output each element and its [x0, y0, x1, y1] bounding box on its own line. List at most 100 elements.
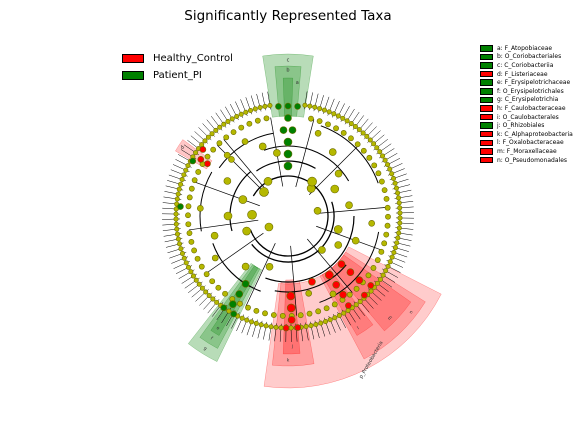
taxon-node [238, 195, 248, 204]
taxon-node [223, 134, 230, 141]
branch-arc [265, 215, 355, 283]
taxon-node [340, 130, 347, 136]
taxon-node [331, 301, 338, 308]
leaf-node [397, 220, 403, 226]
taxon-node [383, 231, 390, 238]
taxa-key-swatch [480, 105, 493, 112]
taxa-key-item: c: C_Coriobacteriia [480, 61, 573, 70]
leaf-node [385, 263, 391, 269]
leaf-node [181, 172, 187, 178]
clade-shade-pseudomonadales [319, 251, 426, 360]
taxon-node [254, 117, 261, 124]
taxon-node [185, 212, 191, 219]
taxon-node [329, 290, 337, 298]
legend-item-patient-pi: Patient_PI [122, 67, 233, 84]
taxon-node [263, 115, 270, 122]
leaf-node [321, 107, 327, 113]
taxa-key-item: j: O_Rhizobiales [480, 121, 573, 130]
enriched-node-patient-pi [177, 203, 184, 210]
taxon-node [223, 151, 231, 159]
leaf-node [357, 299, 363, 305]
clade-shade-erysipelotrichia [187, 262, 263, 362]
leaf-node [173, 211, 179, 217]
branch-arc [274, 264, 347, 293]
taxa-key-item: a: F_Atopobiaceae [480, 44, 573, 53]
leaf-node [199, 285, 205, 291]
enriched-node-patient-pi [284, 102, 292, 110]
wedge-label-l: l [356, 325, 360, 331]
wedge-label-g: g [202, 346, 207, 352]
enriched-node-patient-pi [189, 157, 197, 165]
legend-label-healthy-control: Healthy_Control [153, 53, 233, 64]
taxon-node [333, 125, 339, 132]
branch-layer [188, 117, 388, 316]
enriched-node-healthy-control [197, 156, 205, 163]
leaf-node [183, 260, 189, 266]
leaf-node [396, 195, 402, 201]
enriched-node-healthy-control [332, 281, 340, 289]
leaf-node [393, 185, 399, 191]
leaf-node [262, 103, 268, 109]
taxon-node [241, 138, 249, 145]
taxa-key-label: c: C_Coriobacteriia [497, 61, 554, 69]
legend-label-patient-pi: Patient_PI [153, 70, 202, 81]
taxon-node [198, 263, 205, 270]
taxa-key-item: k: C_Alphaproteobacteria [480, 130, 573, 139]
leaf-node [257, 105, 263, 111]
branch-line [290, 245, 298, 316]
taxon-node [223, 177, 232, 185]
leaf-node [178, 181, 184, 187]
leaf-node [225, 118, 231, 124]
leaf-node [268, 324, 274, 330]
leaf-node [397, 205, 403, 211]
taxon-node [353, 285, 360, 292]
taxa-key-label: i: O_Caulobacterales [497, 113, 559, 121]
leaf-node [391, 175, 397, 181]
wedge-label-e: e [215, 326, 220, 332]
leaf-node [356, 127, 362, 133]
legend-item-healthy-control: Healthy_Control [122, 50, 233, 67]
taxa-key-swatch [480, 148, 493, 155]
taxon-node [188, 185, 195, 192]
taxon-node [265, 262, 274, 271]
branch-arc [256, 160, 316, 172]
leaf-node [239, 315, 245, 321]
enriched-node-patient-pi [294, 103, 301, 110]
taxon-node [228, 156, 235, 163]
taxon-node [242, 226, 251, 236]
taxon-node [230, 129, 237, 136]
leaf-node [394, 240, 400, 246]
taxa-key-item: l: F_Oxalobacteraceae [480, 139, 573, 148]
leaf-node [185, 264, 191, 270]
taxon-node [371, 162, 378, 169]
leaf-node [273, 324, 279, 330]
taxon-node [223, 211, 233, 221]
taxa-key-label: h: F_Caulobacteraceae [497, 104, 566, 112]
branch-line [188, 219, 259, 231]
taxon-node [241, 262, 250, 271]
leaf-node [387, 166, 393, 172]
leaf-node [374, 280, 380, 286]
taxon-node [308, 115, 314, 122]
leaf-node [206, 293, 212, 299]
enriched-node-healthy-control [286, 303, 296, 313]
leaf-node [178, 246, 184, 252]
leaf-node [214, 299, 220, 305]
taxa-key-item: f: O_Erysipelotrichales [480, 87, 573, 96]
taxon-node [191, 177, 198, 184]
taxon-node [328, 148, 337, 156]
taxon-node [258, 142, 267, 151]
leaf-node [335, 113, 341, 119]
taxon-node [259, 187, 269, 197]
leaf-node [183, 167, 189, 173]
leaf-node [176, 186, 182, 192]
leaf-node [217, 124, 223, 130]
leaf-node [252, 106, 258, 112]
legend-swatch-healthy-control [122, 54, 144, 63]
taxon-node [215, 284, 222, 291]
legend-swatch-patient-pi [122, 71, 144, 80]
leaf-node [174, 196, 180, 202]
leaf-node [391, 249, 397, 255]
branch-line [193, 181, 260, 207]
taxon-node [305, 289, 313, 297]
